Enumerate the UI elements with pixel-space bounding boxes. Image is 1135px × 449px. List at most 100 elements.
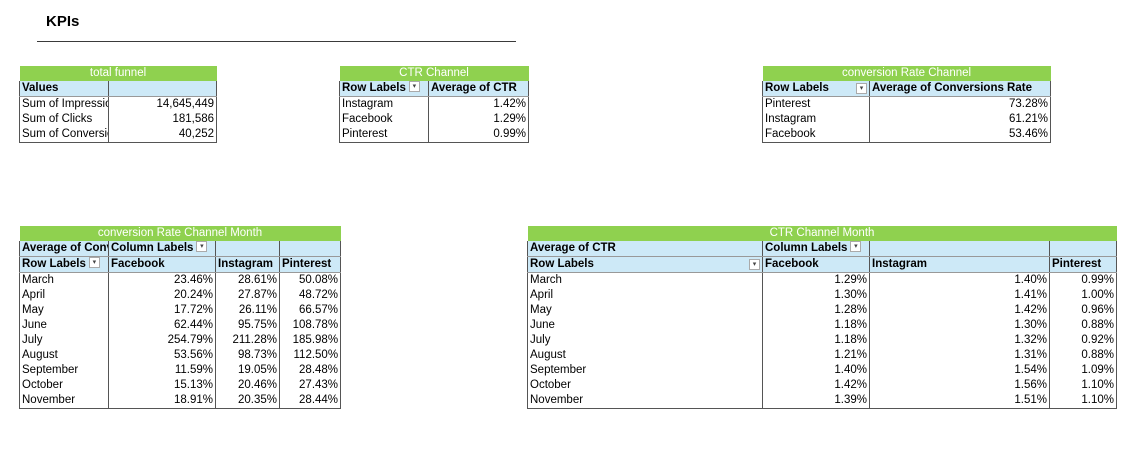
row-value: 40,252 <box>107 127 218 143</box>
table-row[interactable]: March 1.29% 1.40% 0.99% <box>527 272 1118 288</box>
column-header-facebook: Facebook <box>108 256 216 273</box>
cell-value: 1.56% <box>869 378 1050 393</box>
table-row[interactable]: July 254.79% 211.28% 185.98% <box>19 333 342 348</box>
row-value: 53.46% <box>868 127 1052 143</box>
table-row[interactable]: Instagram 1.42% <box>339 96 530 112</box>
row-label: April <box>19 288 109 303</box>
table-row[interactable]: Instagram 61.21% <box>762 112 1052 127</box>
table-row[interactable]: October 1.42% 1.56% 1.10% <box>527 378 1118 393</box>
filter-dropdown-icon[interactable]: ▾ <box>196 241 208 253</box>
cell-value: 98.73% <box>215 348 280 363</box>
column-header-instagram: Instagram <box>869 256 1050 273</box>
cell-value: 1.42% <box>762 378 870 393</box>
table-row[interactable]: July 1.18% 1.32% 0.92% <box>527 333 1118 348</box>
table-row[interactable]: September 1.40% 1.54% 1.09% <box>527 363 1118 378</box>
table-row[interactable]: November 1.39% 1.51% 1.10% <box>527 393 1118 409</box>
cell-value: 0.88% <box>1048 348 1118 363</box>
cell-value: 1.30% <box>762 288 870 303</box>
cell-value: 62.44% <box>108 318 216 333</box>
table-row[interactable]: Sum of Clicks 181,586 <box>19 112 218 127</box>
cell-value: 1.32% <box>869 333 1050 348</box>
row-label: May <box>19 303 109 318</box>
table-row[interactable]: Pinterest 0.99% <box>339 127 530 143</box>
filter-dropdown-icon[interactable]: ▾ <box>749 259 760 270</box>
table-row[interactable]: Facebook 53.46% <box>762 127 1052 143</box>
cell-value: 20.24% <box>108 288 216 303</box>
pivot-conversion-channel: conversion Rate Channel Row Labels ▾ Aver… <box>762 66 1052 143</box>
pivot-total-funnel: total funnel Values Sum of Impressions14… <box>19 66 218 143</box>
cell-value: 20.46% <box>215 378 280 393</box>
header-blank <box>278 241 342 257</box>
table-row[interactable]: Pinterest 73.28% <box>762 96 1052 112</box>
table-row[interactable]: September 11.59% 19.05% 28.48% <box>19 363 342 378</box>
header-blank <box>869 241 1050 257</box>
table-row[interactable]: May 1.28% 1.42% 0.96% <box>527 303 1118 318</box>
table-row[interactable]: April 1.30% 1.41% 1.00% <box>527 288 1118 303</box>
table-row[interactable]: April 20.24% 27.87% 48.72% <box>19 288 342 303</box>
row-labels-header[interactable]: Row Labels ▾ <box>762 81 870 97</box>
row-label: August <box>19 348 109 363</box>
cell-value: 0.99% <box>1048 272 1118 288</box>
row-value: 181,586 <box>107 112 218 127</box>
values-header[interactable]: Values <box>19 81 109 97</box>
pivot-title: CTR Channel Month <box>527 226 1117 241</box>
table-row[interactable]: Facebook 1.29% <box>339 112 530 127</box>
cell-value: 1.10% <box>1048 378 1118 393</box>
cell-value: 19.05% <box>215 363 280 378</box>
column-labels-header[interactable]: Column Labels ▾ <box>762 241 870 257</box>
table-row[interactable]: June 1.18% 1.30% 0.88% <box>527 318 1118 333</box>
row-labels-header[interactable]: Row Labels ▾ <box>527 256 763 273</box>
table-row[interactable]: November 18.91% 20.35% 28.44% <box>19 393 342 409</box>
table-row[interactable]: August 53.56% 98.73% 112.50% <box>19 348 342 363</box>
value-header: Average of Conversions Rate <box>19 241 109 257</box>
row-labels-header[interactable]: Row Labels ▾ <box>339 81 429 97</box>
table-row[interactable]: Sum of Impressions14,645,449 <box>19 96 218 112</box>
cell-value: 66.57% <box>278 303 342 318</box>
table-row[interactable]: October 15.13% 20.46% 27.43% <box>19 378 342 393</box>
column-header-instagram: Instagram <box>215 256 280 273</box>
values-header-blank <box>107 81 218 97</box>
cell-value: 1.00% <box>1048 288 1118 303</box>
cell-value: 53.56% <box>108 348 216 363</box>
row-label: Instagram <box>339 96 429 112</box>
row-labels-header[interactable]: Row Labels ▾ <box>19 256 109 273</box>
table-row[interactable]: March 23.46% 28.61% 50.08% <box>19 272 342 288</box>
cell-value: 28.61% <box>215 272 280 288</box>
row-label: April <box>527 288 763 303</box>
cell-value: 108.78% <box>278 318 342 333</box>
cell-value: 50.08% <box>278 272 342 288</box>
row-value: 0.99% <box>427 127 530 143</box>
cell-value: 185.98% <box>278 333 342 348</box>
row-label: Pinterest <box>339 127 429 143</box>
cell-value: 1.54% <box>869 363 1050 378</box>
cell-value: 48.72% <box>278 288 342 303</box>
cell-value: 17.72% <box>108 303 216 318</box>
cell-value: 1.18% <box>762 333 870 348</box>
table-row[interactable]: May 17.72% 26.11% 66.57% <box>19 303 342 318</box>
filter-dropdown-icon[interactable]: ▾ <box>88 257 100 269</box>
row-label: Sum of Clicks <box>19 112 109 127</box>
pivot-title: total funnel <box>19 66 217 81</box>
filter-dropdown-icon[interactable]: ▾ <box>850 241 862 253</box>
row-label: Sum of Impressions <box>19 96 109 112</box>
cell-value: 1.40% <box>869 272 1050 288</box>
row-label: June <box>19 318 109 333</box>
cell-value: 0.96% <box>1048 303 1118 318</box>
cell-value: 1.51% <box>869 393 1050 409</box>
sort-filter-icon[interactable]: ▾ <box>856 83 867 94</box>
row-label: March <box>527 272 763 288</box>
pivot-ctr-month: CTR Channel Month Average of CTR Column … <box>527 226 1118 409</box>
table-row[interactable]: August 1.21% 1.31% 0.88% <box>527 348 1118 363</box>
cell-value: 26.11% <box>215 303 280 318</box>
column-labels-header[interactable]: Column Labels ▾ <box>108 241 216 257</box>
row-value: 14,645,449 <box>107 96 218 112</box>
sort-filter-icon[interactable]: ▾ <box>408 81 420 93</box>
row-label: May <box>527 303 763 318</box>
pivot-title: conversion Rate Channel Month <box>19 226 341 241</box>
table-row[interactable]: Sum of Conversions40,252 <box>19 127 218 143</box>
pivot-conversion-month: conversion Rate Channel Month Average of… <box>19 226 342 409</box>
cell-value: 27.43% <box>278 378 342 393</box>
pivot-title: CTR Channel <box>339 66 529 81</box>
row-label: October <box>527 378 763 393</box>
table-row[interactable]: June 62.44% 95.75% 108.78% <box>19 318 342 333</box>
